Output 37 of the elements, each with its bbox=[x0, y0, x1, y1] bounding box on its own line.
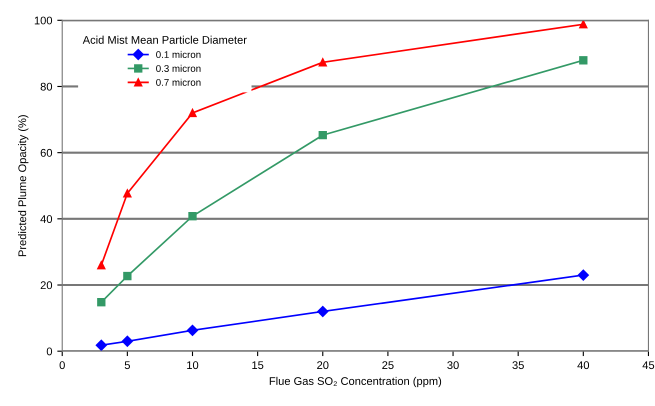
legend-label: 0.7 micron bbox=[156, 78, 200, 86]
x-tick-label: 45 bbox=[642, 361, 654, 370]
legend-label: 0.3 micron bbox=[156, 64, 200, 72]
point bbox=[97, 260, 106, 270]
y-tick-label: 100 bbox=[34, 16, 52, 24]
point bbox=[318, 130, 327, 140]
x-tick-label: 40 bbox=[577, 361, 590, 370]
point bbox=[578, 269, 589, 281]
x-tick-label: 5 bbox=[124, 361, 130, 370]
point bbox=[318, 58, 327, 66]
x-tick-label: 0 bbox=[60, 361, 65, 370]
x-tick-label: 20 bbox=[317, 361, 329, 370]
x-tick-label: 30 bbox=[447, 361, 459, 370]
point bbox=[122, 336, 133, 347]
point bbox=[579, 20, 588, 28]
point bbox=[188, 212, 197, 220]
x-axis-title: Flue Gas SO₂ Concentration (ppm) bbox=[270, 376, 442, 388]
legend-title: Acid Mist Mean Particle Diameter bbox=[82, 36, 247, 44]
point bbox=[96, 340, 107, 351]
point bbox=[123, 272, 132, 280]
x-tick-label: 35 bbox=[512, 361, 524, 370]
y-tick-label: 60 bbox=[40, 148, 52, 157]
point bbox=[188, 108, 197, 118]
point bbox=[579, 56, 588, 65]
y-axis-title: Predicted Plume Opacity (%) bbox=[18, 115, 28, 256]
legend-label: 0.1 micron bbox=[156, 50, 200, 58]
x-tick-label: 25 bbox=[382, 361, 394, 370]
y-tick-label: 40 bbox=[40, 215, 52, 223]
point bbox=[97, 298, 106, 306]
x-tick-label: 15 bbox=[252, 361, 264, 370]
y-tick-label: 80 bbox=[40, 82, 52, 91]
point bbox=[123, 189, 132, 198]
x-tick-label: 10 bbox=[187, 361, 198, 370]
y-tick-label: 20 bbox=[40, 281, 52, 290]
point bbox=[186, 324, 198, 336]
point bbox=[317, 306, 328, 318]
y-tick-label: 0 bbox=[46, 347, 52, 356]
